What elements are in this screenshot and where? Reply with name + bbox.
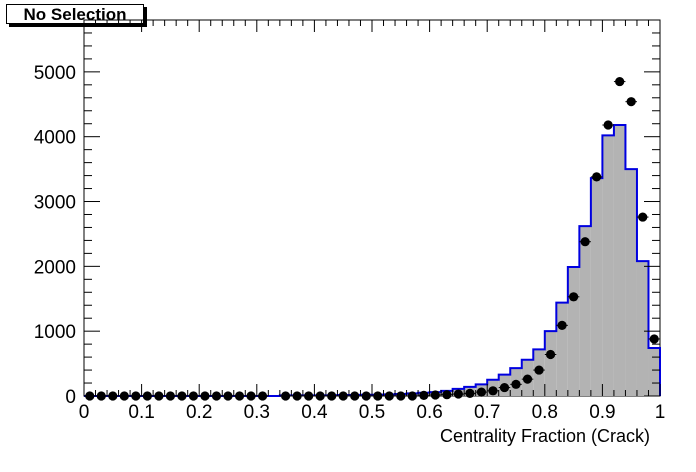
y-tick-label: 4000: [34, 128, 76, 149]
histogram-bar: [648, 348, 660, 396]
x-tick-label: 0.1: [128, 402, 154, 423]
x-tick-label: 0.9: [589, 402, 615, 423]
data-point: [592, 172, 602, 182]
data-point: [499, 382, 510, 393]
data-point: [350, 391, 360, 401]
data-point: [96, 391, 106, 401]
x-tick-label: 0.2: [186, 402, 212, 423]
data-point: [188, 391, 199, 401]
data-point: [522, 374, 533, 384]
data-point: [580, 237, 590, 247]
x-tick-label: 0: [79, 402, 90, 423]
data-point: [119, 391, 129, 401]
data-point: [396, 391, 406, 401]
data-point: [361, 391, 371, 401]
data-point: [142, 391, 152, 401]
data-point: [569, 292, 579, 302]
x-tick-label: 0.7: [474, 402, 500, 423]
data-point: [534, 365, 544, 375]
data-point: [476, 387, 487, 397]
y-tick-label: 5000: [34, 63, 76, 84]
data-point: [557, 320, 567, 330]
data-point: [177, 391, 187, 401]
histogram-bar: [613, 125, 626, 396]
x-tick-label: 0.6: [416, 402, 442, 423]
y-tick-label: 1000: [34, 322, 76, 343]
data-point: [327, 391, 337, 401]
data-point: [419, 390, 429, 400]
data-point: [257, 391, 268, 401]
data-point: [442, 390, 452, 400]
data-point: [545, 349, 556, 360]
data-point: [211, 391, 222, 401]
data-point: [246, 391, 256, 401]
data-point: [453, 389, 463, 399]
histogram-bar: [636, 261, 649, 396]
data-point: [108, 391, 118, 401]
data-point: [234, 391, 245, 401]
y-tick-label: 2000: [34, 257, 76, 278]
y-tick-label: 0: [65, 387, 76, 408]
histogram-bar: [567, 266, 580, 396]
histogram-bar: [625, 169, 637, 396]
data-point: [465, 388, 475, 399]
histogram-bar: [590, 178, 603, 396]
x-tick-label: 0.3: [244, 402, 270, 423]
data-point: [373, 391, 383, 401]
data-point: [626, 97, 636, 107]
data-point: [165, 391, 175, 401]
no-selection-label: No Selection: [6, 4, 144, 24]
x-tick-label: 1: [655, 402, 666, 423]
data-point: [338, 391, 348, 401]
data-point: [154, 391, 164, 401]
data-point: [292, 391, 302, 401]
data-point: [649, 334, 659, 344]
x-tick-label: 0.5: [359, 402, 385, 423]
histogram-bar: [579, 226, 591, 396]
data-point: [430, 390, 440, 400]
x-axis-title: Centrality Fraction (Crack): [440, 426, 650, 446]
data-point: [223, 391, 233, 401]
data-point: [281, 391, 291, 401]
histogram-bar: [556, 302, 568, 396]
data-point: [304, 391, 314, 401]
histogram-bar: [602, 135, 614, 396]
data-point: [131, 391, 141, 401]
data-point: [407, 391, 417, 401]
data-point: [603, 120, 613, 130]
data-point: [615, 76, 625, 87]
data-point: [200, 391, 210, 401]
data-point: [488, 386, 498, 396]
histogram-bar: [544, 331, 557, 396]
data-point: [511, 379, 521, 389]
x-tick-label: 0.4: [301, 402, 328, 423]
data-point: [638, 212, 648, 222]
x-tick-label: 0.8: [532, 402, 558, 423]
data-point: [315, 391, 325, 401]
data-point: [384, 391, 394, 401]
y-tick-label: 3000: [34, 193, 76, 214]
